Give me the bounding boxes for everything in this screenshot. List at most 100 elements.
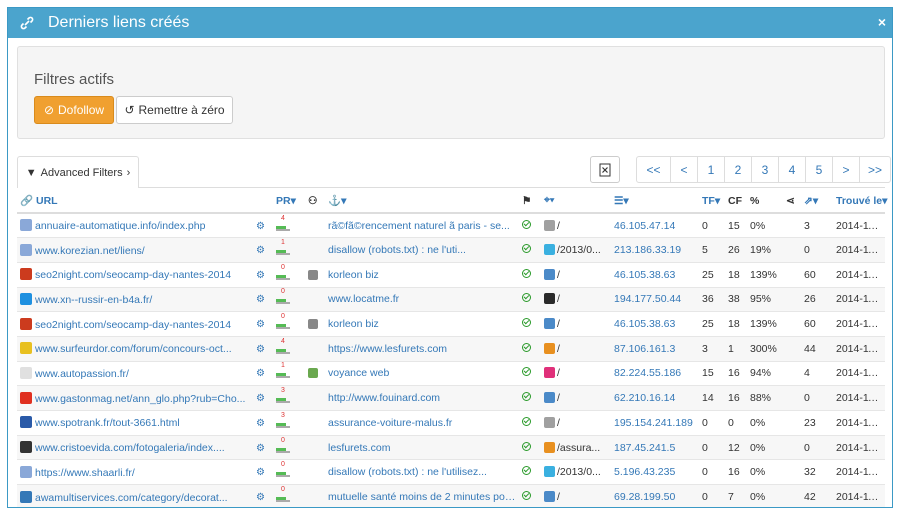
ip-cell[interactable]: 87.106.161.3 bbox=[611, 335, 699, 362]
anchor-cell[interactable]: voyance web bbox=[325, 360, 519, 386]
table-row[interactable]: www.korezian.net/liens/ ⚙ 1 disallow (robot… bbox=[17, 237, 885, 263]
url-cell[interactable]: www.spotrank.fr/tout-3661.html bbox=[17, 410, 253, 436]
page-4[interactable]: 4 bbox=[778, 156, 806, 183]
ip-cell[interactable]: 62.210.16.14 bbox=[611, 385, 699, 411]
page-first[interactable]: << bbox=[636, 156, 671, 183]
url-cell[interactable]: www.gastonmag.net/ann_glo.php?rub=Cho... bbox=[17, 385, 253, 411]
close-icon[interactable]: × bbox=[877, 14, 886, 30]
table-row[interactable]: seo2night.com/seocamp-day-nantes-2014 ⚙ 0 k… bbox=[17, 311, 885, 337]
ip-cell[interactable]: 195.154.241.189 bbox=[611, 410, 699, 436]
anchor-cell[interactable]: assurance-voiture-malus.fr bbox=[325, 410, 519, 436]
page-prev[interactable]: < bbox=[670, 156, 698, 183]
ip-cell[interactable]: 82.224.55.186 bbox=[611, 360, 699, 386]
col-outlinks[interactable]: ⇗▾ bbox=[801, 189, 833, 214]
anchor-cell[interactable]: mutuelle santé moins de 2 minutes pour..… bbox=[325, 484, 519, 507]
col-pct[interactable]: % bbox=[747, 189, 783, 214]
page-5[interactable]: 5 bbox=[805, 156, 833, 183]
settings-cell[interactable]: ⚙ bbox=[253, 459, 273, 485]
anchor-cell[interactable]: www.locatme.fr bbox=[325, 286, 519, 312]
anchor-cell[interactable]: korleon biz bbox=[325, 261, 519, 288]
gear-icon[interactable]: ⚙ bbox=[256, 220, 265, 232]
col-follow[interactable]: ⚑ bbox=[519, 189, 541, 214]
settings-cell[interactable]: ⚙ bbox=[253, 237, 273, 263]
settings-cell[interactable]: ⚙ bbox=[253, 311, 273, 337]
settings-cell[interactable]: ⚙ bbox=[253, 434, 273, 460]
settings-cell[interactable]: ⚙ bbox=[253, 335, 273, 362]
ip-cell[interactable]: 69.28.199.50 bbox=[611, 484, 699, 507]
anchor-cell[interactable]: http://www.fouinard.com bbox=[325, 385, 519, 411]
ip-cell[interactable]: 46.105.38.63 bbox=[611, 261, 699, 288]
table-row[interactable]: https://www.shaarli.fr/ ⚙ 0 disallow (robot… bbox=[17, 459, 885, 485]
settings-cell[interactable]: ⚙ bbox=[253, 484, 273, 507]
page-3[interactable]: 3 bbox=[751, 156, 779, 183]
col-ip[interactable]: ☰▾ bbox=[611, 189, 699, 214]
anchor-cell[interactable]: disallow (robots.txt) : ne l'uti... bbox=[325, 237, 519, 263]
gear-icon[interactable]: ⚙ bbox=[256, 343, 265, 355]
table-row[interactable]: www.cristoevida.com/fotogaleria/index...… bbox=[17, 434, 885, 460]
page-next[interactable]: > bbox=[832, 156, 860, 183]
ip-cell[interactable]: 5.196.43.235 bbox=[611, 459, 699, 485]
gear-icon[interactable]: ⚙ bbox=[256, 442, 265, 454]
gear-icon[interactable]: ⚙ bbox=[256, 393, 265, 405]
gear-icon[interactable]: ⚙ bbox=[256, 294, 265, 306]
col-pr[interactable]: PR▾ bbox=[273, 189, 305, 214]
url-cell[interactable]: www.xn--russir-en-b4a.fr/ bbox=[17, 286, 253, 312]
settings-cell[interactable]: ⚙ bbox=[253, 410, 273, 436]
table-row[interactable]: www.surfeurdor.com/forum/concours-oct...… bbox=[17, 335, 885, 362]
url-cell[interactable]: annuaire-automatique.info/index.php bbox=[17, 212, 253, 238]
gear-icon[interactable]: ⚙ bbox=[256, 417, 265, 429]
ip-cell[interactable]: 46.105.47.14 bbox=[611, 212, 699, 238]
gear-icon[interactable]: ⚙ bbox=[256, 467, 265, 479]
col-share[interactable]: ⋖ bbox=[783, 189, 801, 214]
table-row[interactable]: www.autopassion.fr/ ⚙ 1 voyance web / 82.224.… bbox=[17, 360, 885, 386]
anchor-cell[interactable]: rã©fã©rencement naturel ã paris - se... bbox=[325, 212, 519, 238]
ip-cell[interactable]: 194.177.50.44 bbox=[611, 286, 699, 312]
url-cell[interactable]: seo2night.com/seocamp-day-nantes-2014 bbox=[17, 311, 253, 337]
col-url[interactable]: 🔗 URL bbox=[17, 189, 253, 214]
url-cell[interactable]: www.surfeurdor.com/forum/concours-oct... bbox=[17, 335, 253, 362]
url-cell[interactable]: www.cristoevida.com/fotogaleria/index...… bbox=[17, 434, 253, 460]
table-row[interactable]: www.xn--russir-en-b4a.fr/ ⚙ 0 www.locatme.f… bbox=[17, 286, 885, 312]
table-row[interactable]: www.gastonmag.net/ann_glo.php?rub=Cho...… bbox=[17, 385, 885, 411]
url-cell[interactable]: www.autopassion.fr/ bbox=[17, 360, 253, 386]
col-anchor[interactable]: ⚓▾ bbox=[325, 189, 519, 214]
url-cell[interactable]: https://www.shaarli.fr/ bbox=[17, 459, 253, 485]
page-last[interactable]: >> bbox=[859, 156, 891, 183]
tf-cell: 0 bbox=[699, 434, 725, 460]
settings-cell[interactable]: ⚙ bbox=[253, 385, 273, 411]
settings-cell[interactable]: ⚙ bbox=[253, 212, 273, 238]
table-row[interactable]: seo2night.com/seocamp-day-nantes-2014 ⚙ 0 k… bbox=[17, 261, 885, 288]
gear-icon[interactable]: ⚙ bbox=[256, 368, 265, 380]
settings-cell[interactable]: ⚙ bbox=[253, 286, 273, 312]
col-cms[interactable]: ⌖▾ bbox=[541, 189, 611, 214]
url-cell[interactable]: www.korezian.net/liens/ bbox=[17, 237, 253, 263]
export-excel-button[interactable] bbox=[590, 156, 620, 183]
anchor-cell[interactable]: https://www.lesfurets.com bbox=[325, 335, 519, 362]
url-cell[interactable]: awamultiservices.com/category/decorat... bbox=[17, 484, 253, 507]
col-tf[interactable]: TF▾ bbox=[699, 189, 725, 214]
table-row[interactable]: www.spotrank.fr/tout-3661.html ⚙ 3 assuranc… bbox=[17, 410, 885, 436]
gear-icon[interactable]: ⚙ bbox=[256, 492, 265, 504]
ip-cell[interactable]: 187.45.241.5 bbox=[611, 434, 699, 460]
tab-advanced-filters[interactable]: ▼ Advanced Filters › bbox=[17, 156, 139, 188]
reset-filters-button[interactable]: ↺ Remettre à zéro bbox=[116, 96, 233, 124]
settings-cell[interactable]: ⚙ bbox=[253, 261, 273, 288]
anchor-cell[interactable]: disallow (robots.txt) : ne l'utilisez... bbox=[325, 459, 519, 485]
ip-cell[interactable]: 213.186.33.19 bbox=[611, 237, 699, 263]
gear-icon[interactable]: ⚙ bbox=[256, 319, 265, 331]
gear-icon[interactable]: ⚙ bbox=[256, 269, 265, 281]
page-1[interactable]: 1 bbox=[697, 156, 725, 183]
page-2[interactable]: 2 bbox=[724, 156, 752, 183]
table-row[interactable]: annuaire-automatique.info/index.php ⚙ 4 rã©… bbox=[17, 212, 885, 238]
url-cell[interactable]: seo2night.com/seocamp-day-nantes-2014 bbox=[17, 261, 253, 288]
col-type[interactable]: ⚇ bbox=[305, 189, 325, 214]
col-found[interactable]: Trouvé le▾ bbox=[833, 189, 887, 214]
anchor-cell[interactable]: lesfurets.com bbox=[325, 434, 519, 460]
dofollow-filter-button[interactable]: ⊘ Dofollow bbox=[34, 96, 114, 124]
gear-icon[interactable]: ⚙ bbox=[256, 245, 265, 257]
ip-cell[interactable]: 46.105.38.63 bbox=[611, 311, 699, 337]
settings-cell[interactable]: ⚙ bbox=[253, 360, 273, 386]
col-cf[interactable]: CF bbox=[725, 189, 747, 214]
table-row[interactable]: awamultiservices.com/category/decorat...… bbox=[17, 484, 885, 507]
anchor-cell[interactable]: korleon biz bbox=[325, 311, 519, 337]
